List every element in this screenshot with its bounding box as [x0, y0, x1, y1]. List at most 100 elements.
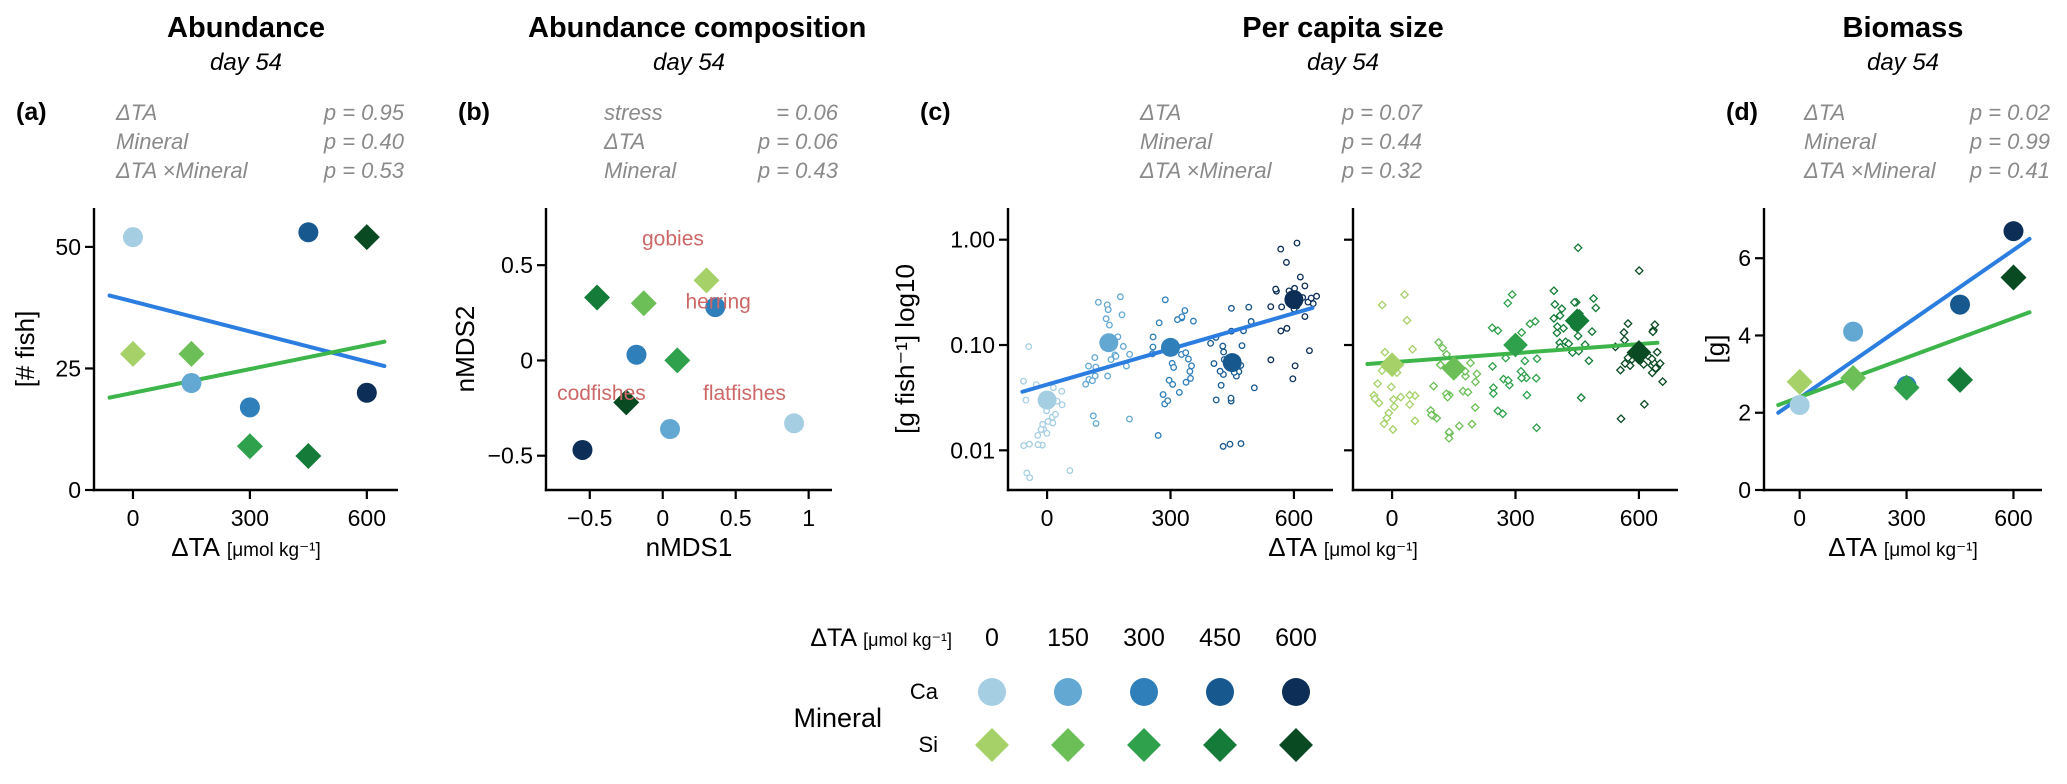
- stat-label: ΔTA ×Mineral: [116, 158, 248, 183]
- stats-block: ΔTA p = 0.95 Mineral p = 0.40 ΔTA ×Mineral p …: [116, 98, 404, 185]
- panel-title: Per capita size: [1242, 12, 1444, 44]
- legend-level-300: 300: [1123, 624, 1165, 652]
- y-tick-label: 50: [55, 234, 81, 260]
- stats-block: ΔTA p = 0.02 Mineral p = 0.99 ΔTA ×Mineral p …: [1804, 98, 2050, 185]
- x-tick-label: 300: [1151, 505, 1189, 531]
- stat-value: p = 0.40: [323, 129, 404, 154]
- x-axis-label: ΔTA [μmol kg⁻¹]: [171, 532, 321, 562]
- legend-marker-cell: [1054, 677, 1082, 706]
- legend-marker-cell: [1203, 727, 1237, 762]
- legend-level-150: 150: [1047, 624, 1089, 652]
- data-point: [572, 439, 593, 460]
- legend-marker-cell: [1051, 727, 1085, 762]
- y-axis-label: nMDS2: [450, 306, 480, 393]
- y-tick-label: 0: [68, 477, 81, 503]
- stat-label: ΔTA: [116, 100, 158, 125]
- x-ticks: −0.5 0 0.5 1: [567, 490, 815, 531]
- trend-line: [1776, 236, 2032, 415]
- trend-line: [107, 339, 387, 400]
- data-point: [584, 284, 611, 311]
- stat-value: p = 0.07: [1341, 100, 1422, 125]
- data-point: [178, 340, 205, 367]
- panel-letter: (b): [458, 98, 490, 126]
- y-axis-label: [g]: [1700, 335, 1730, 364]
- stat-value: p = 0.53: [323, 158, 404, 183]
- x-tick-label: 600: [1275, 505, 1313, 531]
- stat-label: ΔTA: [1804, 100, 1846, 125]
- x-tick-label: 0.5: [720, 505, 752, 531]
- data-point: [784, 413, 805, 434]
- stat-value: p = 0.02: [1969, 100, 2050, 125]
- x-tick-label: 0: [1386, 505, 1399, 531]
- y-tick-label: −0.5: [488, 443, 533, 469]
- stat-label: Mineral: [1140, 129, 1213, 154]
- panel-letter: (d): [1726, 98, 1758, 126]
- data-point: [705, 297, 726, 318]
- legend-mineral-ca: Ca: [909, 678, 938, 704]
- legend-dta-unit: [μmol kg⁻¹]: [863, 630, 952, 650]
- data-point: [1950, 294, 1971, 315]
- data-point: [2003, 221, 2024, 242]
- legend-mineral-si: Si: [918, 731, 938, 757]
- y-tick-label: 6: [1738, 245, 1751, 271]
- nmds-plot: −0.5 0 0.5 1−0.500.5nMDS1nMDS2gobiesherring…: [450, 208, 832, 562]
- x-ticks: 0 300 600: [1041, 490, 1313, 531]
- stat-row: Mineral p = 0.43: [604, 156, 838, 185]
- legend-dta-text: ΔTA: [810, 624, 858, 652]
- stat-row: ΔTA p = 0.02: [1804, 98, 2050, 127]
- legend-marker-cell: [1282, 677, 1310, 706]
- trend-line: [107, 293, 387, 369]
- y-tick-label: 25: [55, 355, 81, 381]
- panel-subtitle: day 54: [1866, 49, 1940, 76]
- stat-row: ΔTA ×Mineral p = 0.53: [116, 156, 404, 185]
- data-point: [236, 433, 263, 460]
- panel-per-capita-size: Per capita size day 54 (c) ΔTA p = 0.07 Mi…: [890, 10, 1690, 574]
- stat-label: Mineral: [604, 158, 677, 183]
- mean-point: [1161, 337, 1180, 357]
- stats-block: stress = 0.06 ΔTA p = 0.06 Mineral p = 0.43: [604, 98, 838, 185]
- stat-label: ΔTA ×Mineral: [1804, 158, 1936, 183]
- data-point: [298, 222, 319, 243]
- stats-block: ΔTA p = 0.07 Mineral p = 0.44 ΔTA ×Mineral p …: [1140, 98, 1422, 185]
- panel-letter: (c): [920, 98, 951, 126]
- legend-dta-label: ΔTA [μmol kg⁻¹]: [810, 624, 954, 653]
- x-ticks: 0 300 600: [1793, 490, 2033, 531]
- stat-label: Mineral: [1804, 129, 1877, 154]
- y-tick-label: 4: [1738, 322, 1751, 348]
- x-tick-label: 300: [1887, 505, 1925, 531]
- stat-row: ΔTA ×Mineral p = 0.32: [1140, 156, 1422, 185]
- panel-abundance: Abundance day 54 (a) ΔTA p = 0.95 Mineral p…: [10, 10, 410, 574]
- y-ticks: 0 2 4 6: [1738, 245, 1764, 503]
- mean-point: [1222, 353, 1242, 373]
- x-ticks: 0 300 600: [127, 490, 386, 531]
- x-axis-label: nMDS1: [646, 532, 733, 562]
- stat-row: Mineral p = 0.40: [116, 127, 404, 156]
- species-label: flatfishes: [703, 382, 786, 405]
- legend-circle-icon: [1206, 677, 1234, 706]
- data-point: [1789, 395, 1810, 416]
- panel-header: (d) ΔTA p = 0.02 Mineral p = 0.99 ΔTA ×Miner…: [1700, 98, 2060, 194]
- legend-marker-cell: [1206, 677, 1234, 706]
- data-point: [1840, 364, 1867, 391]
- x-axis-label: ΔTA [μmol kg⁻¹]: [1828, 532, 1978, 562]
- legend-marker-cell: [1279, 727, 1313, 762]
- species-label: herring: [685, 290, 750, 313]
- x-tick-label: 300: [1496, 505, 1534, 531]
- species-label: codfishes: [557, 382, 646, 405]
- legend-grid: ΔTA [μmol kg⁻¹] 0 150 300 450 600 Mineral Ca Si: [758, 612, 1334, 771]
- data-point: [122, 227, 143, 248]
- species-label: gobies: [642, 227, 704, 250]
- stat-value: p = 0.41: [1969, 158, 2050, 183]
- stat-value: p = 0.44: [1341, 129, 1422, 154]
- x-tick-label: 600: [348, 505, 386, 531]
- legend-level-450: 450: [1199, 624, 1241, 652]
- data-point: [664, 347, 691, 374]
- jitter-points-Ca: [1020, 239, 1321, 482]
- legend-circle-icon: [1130, 677, 1158, 706]
- stat-label: Mineral: [116, 129, 189, 154]
- abundance-plot: 0 300 600 0 25 50 ΔTA [μmol kg⁻¹] [# fish]: [10, 208, 398, 562]
- mean-point: [1284, 290, 1304, 310]
- legend-circle-icon: [1282, 677, 1310, 706]
- legend-circle-icon: [978, 677, 1006, 706]
